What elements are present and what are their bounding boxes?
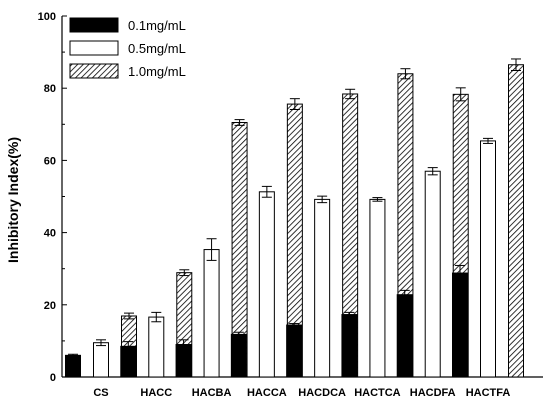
bar (258, 191, 275, 378)
bar (93, 342, 109, 378)
y-tick-label: 0 (50, 372, 56, 384)
legend-label: 1.0mg/mL (128, 64, 186, 79)
x-tick-label: HACC (140, 387, 172, 399)
x-tick-label: HACTCA (354, 387, 400, 399)
y-tick-label: 80 (44, 83, 56, 95)
bar (424, 170, 441, 378)
x-tick-label: HACBA (192, 387, 232, 399)
x-tick-label: HACDCA (298, 387, 346, 399)
y-tick-label: 60 (44, 155, 56, 167)
bar (314, 198, 331, 378)
bar (396, 294, 413, 378)
bar (452, 272, 468, 378)
legend: 0.1mg/mL 0.5mg/mL 1.0mg/mL (69, 17, 186, 79)
x-tick-label: HACCA (247, 387, 287, 399)
legend-swatch (69, 63, 119, 79)
y-axis-label: Inhibitory Index(%) (5, 137, 21, 263)
legend-swatch (69, 40, 119, 56)
x-tick-label: HACDFA (410, 387, 456, 399)
bars-layer (65, 58, 524, 378)
bar (341, 314, 358, 378)
y-tick-label: 40 (44, 228, 56, 240)
legend-label: 0.1mg/mL (128, 18, 186, 33)
bar (480, 140, 496, 378)
x-tick-label: HACTFA (466, 387, 511, 399)
bar (65, 354, 81, 378)
axis-layer: 0 20 40 60 80 100 CS HACC HACBA HACCA HACDCA HACTCA… (38, 11, 543, 399)
bar (369, 198, 386, 378)
legend-label: 0.5mg/mL (128, 41, 186, 56)
bar (148, 316, 165, 378)
legend-swatch (69, 17, 119, 33)
y-tick-label: 20 (44, 300, 56, 312)
y-tick-label: 100 (38, 11, 56, 23)
bar (286, 324, 303, 378)
bar (230, 333, 247, 378)
bar (203, 249, 220, 378)
bar (508, 64, 524, 378)
x-tick-label: CS (93, 387, 108, 399)
